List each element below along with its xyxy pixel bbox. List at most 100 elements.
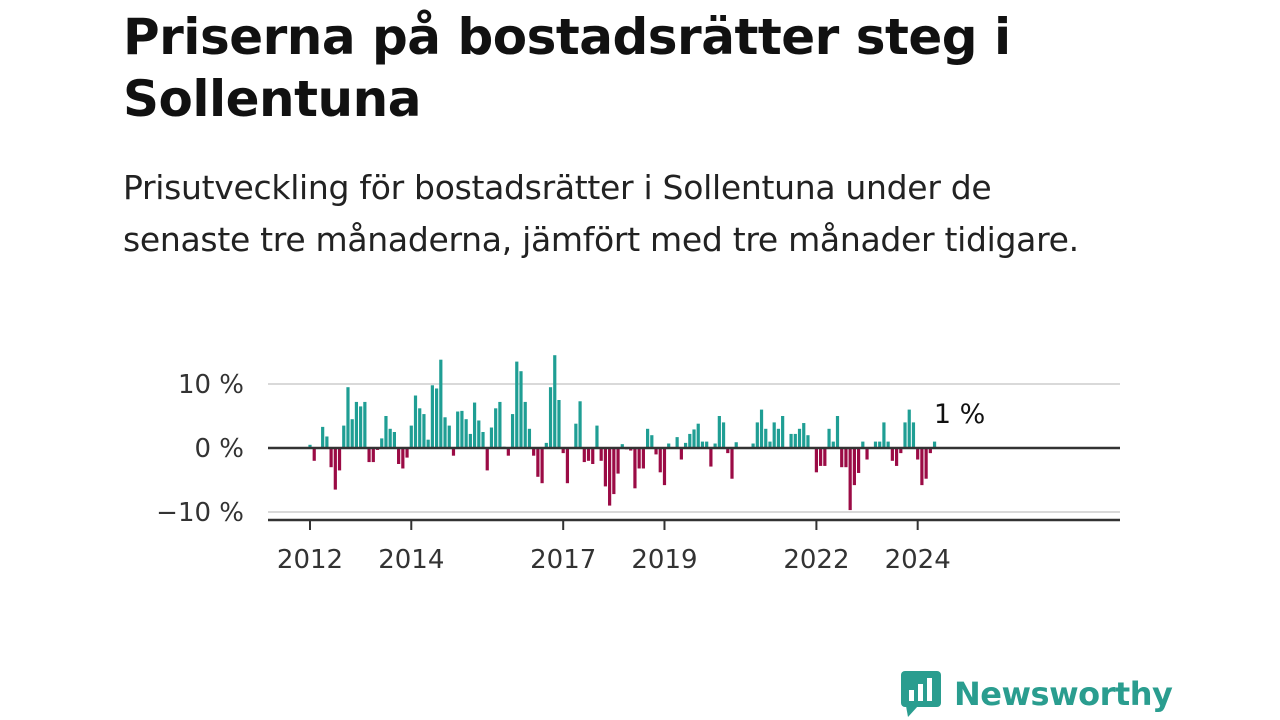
bar bbox=[515, 361, 519, 448]
x-tick-label: 2017 bbox=[530, 545, 596, 575]
bar bbox=[523, 401, 527, 448]
bar bbox=[759, 409, 764, 448]
bar bbox=[852, 448, 856, 486]
y-tick-label: −10 % bbox=[156, 498, 244, 528]
bar-chart: 10 % 0 % −10 % 2012 2014 2017 2019 2022 2024 1 % bbox=[156, 355, 1120, 575]
bar bbox=[384, 416, 388, 448]
bar bbox=[692, 429, 696, 448]
bar bbox=[696, 423, 700, 448]
bar bbox=[658, 448, 662, 473]
bar bbox=[443, 417, 447, 448]
x-tick-label: 2019 bbox=[631, 545, 697, 575]
bar bbox=[861, 441, 865, 448]
bar bbox=[819, 448, 823, 466]
y-tick-label: 0 % bbox=[194, 434, 244, 464]
bar bbox=[797, 428, 802, 448]
bar bbox=[401, 448, 405, 469]
bar bbox=[451, 448, 456, 456]
bar bbox=[675, 437, 679, 448]
bar bbox=[426, 439, 430, 448]
bar bbox=[439, 359, 443, 448]
bar bbox=[312, 448, 316, 461]
bar bbox=[464, 419, 468, 448]
bar bbox=[894, 448, 899, 466]
bar bbox=[789, 433, 793, 448]
bar bbox=[548, 387, 553, 448]
bar bbox=[717, 416, 721, 448]
bar bbox=[840, 448, 844, 468]
bar bbox=[553, 355, 557, 448]
bars bbox=[308, 355, 937, 511]
axes: 10 % 0 % −10 % 2012 2014 2017 2019 2022 2024 bbox=[156, 370, 1120, 575]
bar bbox=[814, 448, 818, 473]
bar bbox=[586, 448, 591, 461]
bar bbox=[679, 448, 683, 460]
bar bbox=[540, 448, 544, 484]
bar bbox=[844, 448, 848, 468]
bar bbox=[688, 433, 692, 448]
bar bbox=[857, 448, 861, 473]
bar bbox=[662, 448, 667, 486]
bar bbox=[709, 448, 713, 467]
bar bbox=[477, 420, 481, 448]
bar bbox=[392, 432, 396, 448]
last-value-label: 1 % bbox=[934, 399, 985, 430]
bar bbox=[595, 425, 599, 448]
bar bbox=[641, 448, 645, 469]
bar bbox=[768, 441, 772, 448]
bar bbox=[447, 425, 451, 448]
bar bbox=[397, 448, 401, 464]
bar bbox=[388, 428, 392, 448]
bar bbox=[308, 444, 312, 448]
bar bbox=[380, 438, 384, 448]
bar bbox=[430, 385, 434, 448]
bar bbox=[418, 408, 422, 448]
bar bbox=[325, 436, 329, 448]
bar bbox=[924, 448, 928, 479]
bar bbox=[629, 448, 633, 451]
bar bbox=[802, 423, 806, 448]
newsworthy-logo-icon bbox=[901, 671, 941, 717]
bar bbox=[827, 428, 831, 448]
bar bbox=[928, 448, 932, 454]
bar bbox=[435, 388, 439, 448]
bar bbox=[321, 426, 325, 448]
bar bbox=[764, 428, 768, 448]
x-tick-label: 2024 bbox=[885, 545, 951, 575]
bar bbox=[346, 387, 350, 448]
bar bbox=[574, 423, 578, 448]
bar bbox=[911, 422, 916, 448]
bar bbox=[726, 448, 730, 454]
bar bbox=[633, 448, 637, 489]
bar bbox=[489, 427, 494, 448]
bar bbox=[460, 410, 464, 448]
bar bbox=[578, 401, 582, 448]
x-tick-label: 2012 bbox=[277, 545, 343, 575]
bar bbox=[781, 416, 785, 448]
bar bbox=[751, 443, 755, 448]
x-tick-label: 2022 bbox=[783, 545, 849, 575]
bar bbox=[907, 409, 911, 448]
bar bbox=[333, 448, 337, 490]
bar bbox=[806, 435, 810, 448]
bar bbox=[608, 448, 612, 506]
y-tick-label: 10 % bbox=[178, 370, 244, 400]
bar bbox=[903, 422, 907, 448]
bar bbox=[899, 448, 903, 454]
bar bbox=[865, 448, 869, 460]
bar bbox=[916, 448, 920, 460]
bar bbox=[519, 371, 523, 448]
bar bbox=[405, 448, 409, 458]
bar bbox=[354, 401, 359, 448]
bar bbox=[532, 448, 536, 456]
bar bbox=[510, 414, 515, 448]
bar bbox=[536, 448, 540, 477]
bar bbox=[873, 441, 878, 448]
bar bbox=[667, 443, 671, 448]
bar bbox=[920, 448, 924, 486]
bar bbox=[367, 448, 371, 463]
bar bbox=[363, 401, 367, 448]
chart-title: Priserna på bostadsrätter steg i Sollent… bbox=[123, 8, 1011, 128]
bar bbox=[700, 441, 705, 448]
bar bbox=[932, 441, 937, 448]
